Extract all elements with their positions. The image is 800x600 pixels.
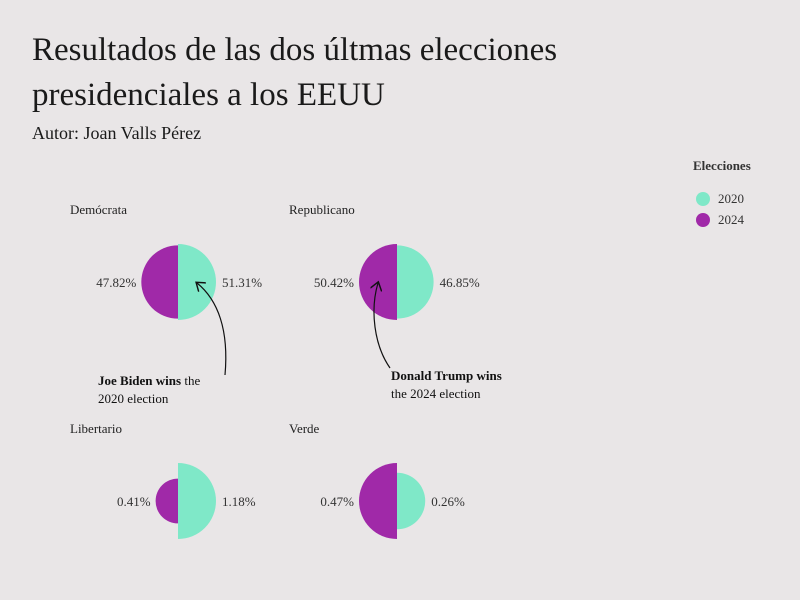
slice-2020-democrata [178, 244, 216, 320]
slice-2024-democrata [141, 245, 178, 319]
slice-2024-libertario [155, 478, 178, 524]
value-label-2024-libertario: 0.41% [117, 494, 151, 509]
annotation-arrow-2 [374, 283, 391, 369]
annotation-text-2: Donald Trump wins [391, 368, 502, 383]
value-label-2020-republicano: 46.85% [440, 275, 480, 290]
legend: Elecciones 2020 2024 [693, 158, 793, 230]
annotation-text-line2-1: 2020 election [98, 391, 169, 406]
annotation-arrow-1 [197, 283, 227, 376]
annotation-text-line2-2: the 2024 election [391, 386, 481, 401]
value-label-2020-democrata: 51.31% [222, 275, 262, 290]
slice-2020-republicano [397, 245, 434, 319]
chart-title: Resultados de las dos últmas elecciones … [32, 32, 558, 113]
panel-title-democrata: Demócrata [70, 202, 127, 217]
panel-title-verde: Verde [289, 421, 320, 436]
legend-label-2024: 2024 [718, 211, 744, 227]
slice-2024-verde [359, 463, 397, 539]
legend-label-2020: 2020 [718, 190, 744, 206]
value-label-2024-verde: 0.47% [320, 494, 354, 509]
panel-title-libertario: Libertario [70, 421, 122, 436]
value-label-2024-democrata: 47.82% [96, 275, 136, 290]
value-label-2020-verde: 0.26% [431, 494, 465, 509]
value-label-2024-republicano: 50.42% [314, 275, 354, 290]
legend-item-2024[interactable]: 2024 [693, 209, 793, 230]
slice-2020-libertario [178, 463, 216, 539]
annotation-text-1: Joe Biden wins the [98, 373, 200, 388]
value-label-2020-libertario: 1.18% [222, 494, 256, 509]
legend-item-2020[interactable]: 2020 [693, 188, 793, 209]
legend-title: Elecciones [693, 158, 751, 173]
slice-2020-verde [397, 472, 426, 530]
legend-swatch-2020 [696, 191, 710, 206]
legend-swatch-2024 [696, 212, 710, 227]
panel-title-republicano: Republicano [289, 202, 355, 217]
slice-2024-republicano [359, 244, 397, 320]
chart-subtitle: Autor: Joan Valls Pérez [32, 123, 202, 143]
